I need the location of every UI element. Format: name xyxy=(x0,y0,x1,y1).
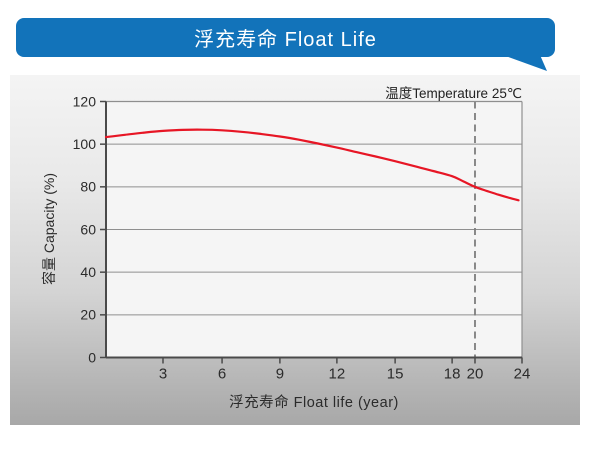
y-tick-label: 80 xyxy=(80,179,96,195)
x-axis-title: 浮充寿命 Float life (year) xyxy=(229,395,399,411)
chart-title-banner: 浮充寿命 Float Life xyxy=(16,18,555,57)
x-tick-label: 24 xyxy=(514,366,531,383)
x-tick-label: 9 xyxy=(276,366,284,383)
y-tick-label: 20 xyxy=(80,307,96,323)
x-tick-label: 15 xyxy=(387,366,404,383)
y-tick-label: 0 xyxy=(88,349,96,365)
chart-panel: 0 20 40 60 80 100 120 3 6 9 12 15 18 20 24 温度Temperatu… xyxy=(10,75,580,425)
y-tick-label: 100 xyxy=(73,136,97,152)
x-tick-label: 18 xyxy=(444,366,461,383)
banner-tail-shape xyxy=(503,55,547,71)
x-tick-label: 12 xyxy=(329,366,346,383)
float-life-chart: 0 20 40 60 80 100 120 3 6 9 12 15 18 20 24 xyxy=(73,93,531,383)
x-tick-label: 3 xyxy=(159,366,167,383)
y-tick-label: 40 xyxy=(80,264,96,280)
y-tick-label: 60 xyxy=(80,221,96,237)
banner-tail-icon xyxy=(503,55,547,71)
x-tick-label: 20 xyxy=(467,366,484,383)
x-tick-label: 6 xyxy=(218,366,226,383)
capacity-curve xyxy=(104,128,520,202)
temperature-annotation: 温度Temperature 25℃ xyxy=(385,86,522,101)
y-tick-label: 120 xyxy=(73,93,97,109)
chart-title: 浮充寿命 Float Life xyxy=(194,29,377,51)
y-axis-title: 容量 Capacity (%) xyxy=(41,172,57,286)
